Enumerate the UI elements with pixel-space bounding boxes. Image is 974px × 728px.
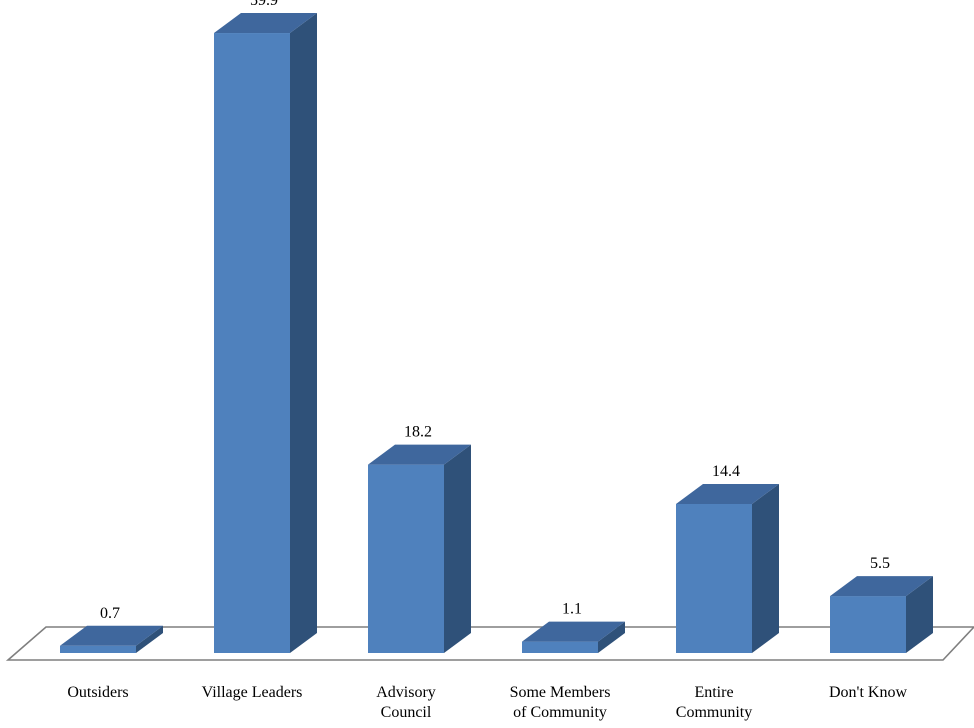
bar-4 [676,483,779,653]
bar-side [752,483,779,653]
value-label-bg [861,553,899,573]
bar-top [214,13,317,34]
value-label: 1.1 [562,601,582,618]
value-label: 18.2 [404,424,432,441]
bar-2 [368,444,471,653]
value-label: 0.7 [100,605,120,622]
bar-top [522,621,625,642]
value-label: 14.4 [712,463,740,480]
bar-top [830,576,933,597]
value-label-bg [703,460,749,480]
bar-top [60,625,163,646]
bar-front [676,503,752,653]
bar-front [522,641,598,653]
value-label-bg [395,421,441,441]
category-label: Don't Know [829,684,907,701]
bar-top [368,444,471,465]
value-label: 59.9 [250,0,278,9]
bar-top [676,483,779,504]
value-label-bg [241,0,287,10]
bar-front [830,596,906,653]
category-label: Some Members of Community [510,684,611,721]
bar-front [60,645,136,653]
bar-side [598,621,625,653]
category-label: Entire Community [676,684,752,721]
bar-5 [830,576,933,653]
category-label: Village Leaders [202,684,303,701]
category-label: Outsiders [67,684,128,701]
bar-3 [522,621,625,653]
value-label-bg [553,598,591,618]
bar-side [906,576,933,653]
bar-side [444,444,471,653]
bar-front [368,464,444,653]
value-label: 5.5 [870,555,890,572]
bar-side [290,13,317,654]
bar-0 [60,625,163,653]
value-label-bg [91,602,129,622]
bar-front [214,33,290,654]
category-label: Advisory Council [376,684,436,721]
bar-1 [214,13,317,654]
bar-side [136,625,163,653]
